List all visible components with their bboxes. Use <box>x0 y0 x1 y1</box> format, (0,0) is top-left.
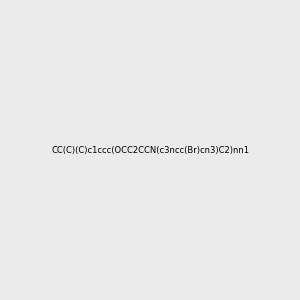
Text: CC(C)(C)c1ccc(OCC2CCN(c3ncc(Br)cn3)C2)nn1: CC(C)(C)c1ccc(OCC2CCN(c3ncc(Br)cn3)C2)nn… <box>51 146 249 154</box>
